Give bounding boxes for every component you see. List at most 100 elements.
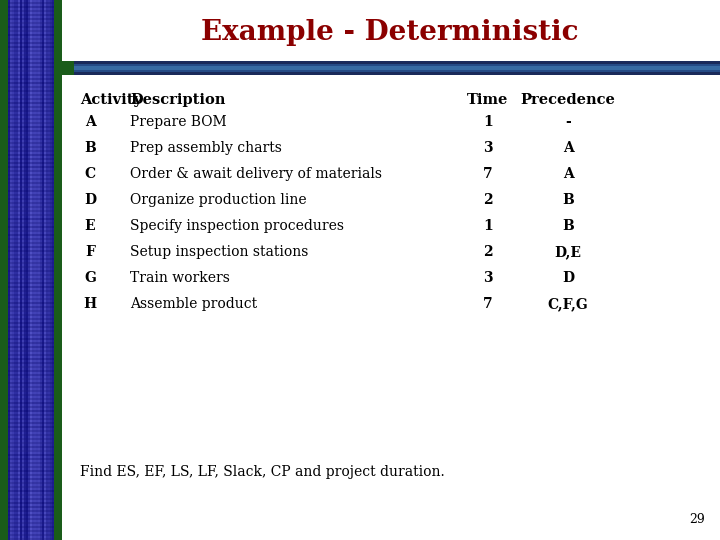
Bar [8,190,54,192]
Bar [28,0,30,540]
Bar [8,330,54,332]
Bar [8,230,54,232]
Bar [8,214,54,216]
Bar [8,318,54,320]
Bar [8,138,54,140]
Bar [8,134,54,136]
Bar [62,66,720,70]
Bar [8,326,54,328]
Bar [52,0,54,540]
Bar [8,342,54,344]
Bar [8,282,54,284]
Bar [8,442,54,444]
Text: H: H [84,297,96,311]
Bar [8,378,54,380]
Text: Assemble product: Assemble product [130,297,257,311]
Bar [8,286,54,288]
Bar [0,0,8,540]
Bar [8,130,54,132]
Text: 1: 1 [483,219,493,233]
Bar [8,110,54,112]
Bar [34,0,36,540]
Bar [8,118,54,120]
Bar [8,386,54,388]
Text: D: D [84,193,96,207]
Bar [8,34,54,36]
Bar [24,0,26,540]
Text: B: B [562,219,574,233]
Bar [38,0,40,540]
Bar [42,0,44,540]
Text: 7: 7 [483,167,492,181]
Text: Train workers: Train workers [130,271,230,285]
Text: C,F,G: C,F,G [548,297,588,311]
Bar [8,18,54,20]
Bar [8,246,54,248]
Bar [8,334,54,336]
Text: Find ES, EF, LS, LF, Slack, CP and project duration.: Find ES, EF, LS, LF, Slack, CP and proje… [80,465,445,479]
Bar [8,14,54,16]
Bar [8,302,54,304]
Bar [8,482,54,484]
Text: Example - Deterministic: Example - Deterministic [202,18,579,45]
Bar [8,534,54,536]
Text: Specify inspection procedures: Specify inspection procedures [130,219,344,233]
Text: Organize production line: Organize production line [130,193,307,207]
Text: A: A [85,115,95,129]
Bar [36,0,38,540]
Bar [8,22,54,24]
Bar [8,74,54,76]
Text: 3: 3 [483,141,492,155]
Bar [8,178,54,180]
Bar [8,530,54,532]
Text: D,E: D,E [554,245,582,259]
Text: E: E [85,219,95,233]
Text: 1: 1 [483,115,493,129]
Bar [8,350,54,352]
Text: Setup inspection stations: Setup inspection stations [130,245,308,259]
Bar [8,54,54,56]
Bar [8,174,54,176]
Bar [8,26,54,28]
Bar [8,254,54,256]
Bar [8,42,54,44]
Bar [8,346,54,348]
Bar [8,82,54,84]
Bar [44,0,46,540]
Bar [8,510,54,512]
Bar [8,506,54,508]
Bar [8,418,54,420]
Bar [8,94,54,96]
Bar [8,146,54,148]
Bar [8,0,10,540]
Bar [8,358,54,360]
Bar [62,64,720,72]
Bar [18,0,20,540]
Bar [8,162,54,164]
Bar [8,526,54,528]
Bar [8,126,54,128]
Bar [8,406,54,408]
Bar [8,366,54,368]
Bar [8,290,54,292]
Bar [8,10,54,12]
Text: -: - [565,115,571,129]
Bar [8,70,54,72]
Bar [48,0,50,540]
Bar [8,106,54,108]
Text: Prep assembly charts: Prep assembly charts [130,141,282,155]
Bar [8,158,54,160]
Bar [8,498,54,500]
Bar [8,478,54,480]
Text: 3: 3 [483,271,492,285]
Bar [8,450,54,452]
Bar [8,114,54,116]
Bar [8,490,54,492]
Bar [8,38,54,40]
Bar [8,86,54,88]
Bar [8,422,54,424]
Bar [8,402,54,404]
Bar [8,2,54,4]
Text: G: G [84,271,96,285]
Bar [8,494,54,496]
